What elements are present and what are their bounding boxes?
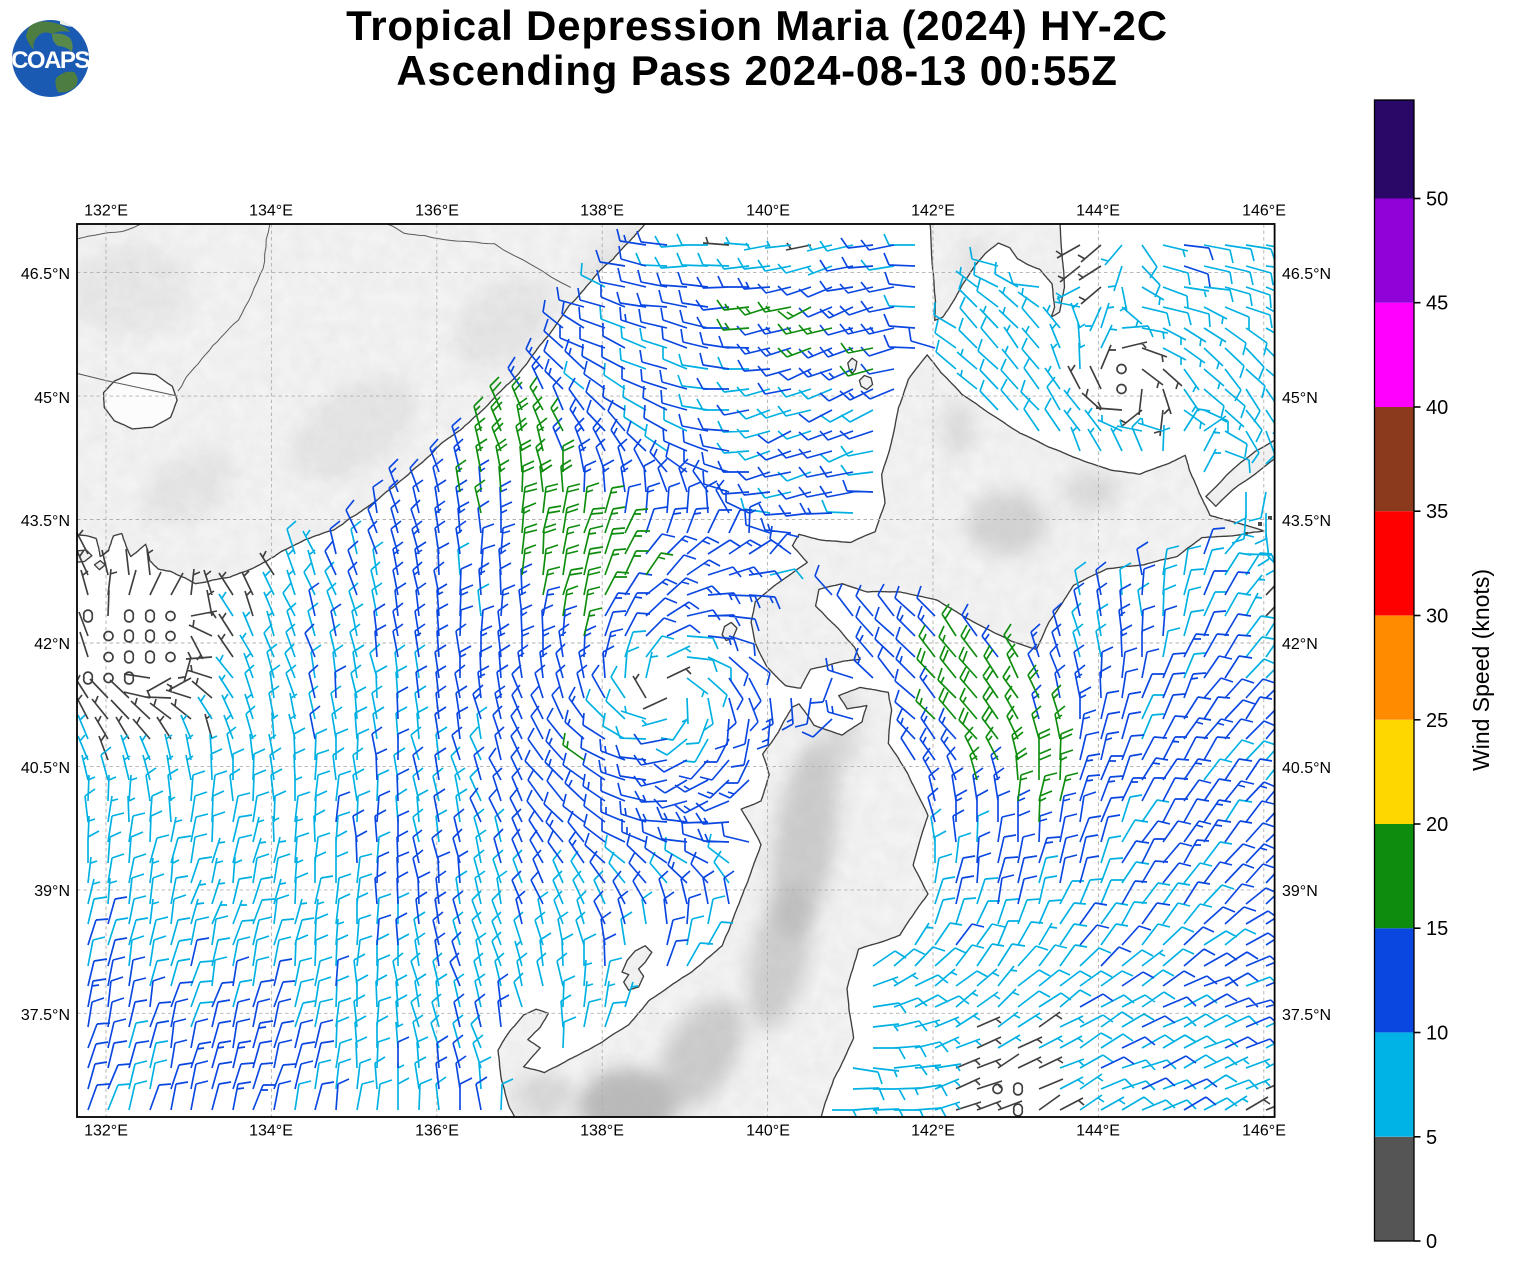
svg-text:140°E: 140°E bbox=[746, 1123, 790, 1140]
svg-text:0: 0 bbox=[1426, 1231, 1437, 1253]
svg-text:5: 5 bbox=[1426, 1127, 1437, 1149]
svg-text:30: 30 bbox=[1426, 606, 1448, 628]
svg-text:COAPS: COAPS bbox=[11, 47, 90, 74]
svg-text:42°N: 42°N bbox=[34, 636, 70, 653]
svg-text:37.5°N: 37.5°N bbox=[1282, 1007, 1331, 1024]
svg-text:138°E: 138°E bbox=[580, 203, 624, 220]
svg-text:144°E: 144°E bbox=[1076, 1123, 1120, 1140]
svg-text:Wind Speed (knots): Wind Speed (knots) bbox=[1468, 569, 1494, 771]
svg-text:43.5°N: 43.5°N bbox=[1282, 513, 1331, 530]
svg-text:136°E: 136°E bbox=[415, 203, 459, 220]
svg-text:Ascending Pass 2024-08-13 00:5: Ascending Pass 2024-08-13 00:55Z bbox=[396, 47, 1117, 94]
svg-text:40.5°N: 40.5°N bbox=[21, 760, 70, 777]
svg-text:15: 15 bbox=[1426, 918, 1448, 940]
svg-text:40: 40 bbox=[1426, 397, 1448, 419]
svg-text:43.5°N: 43.5°N bbox=[21, 513, 70, 530]
svg-text:144°E: 144°E bbox=[1076, 203, 1120, 220]
svg-text:146°E: 146°E bbox=[1242, 1123, 1286, 1140]
svg-text:134°E: 134°E bbox=[249, 1123, 293, 1140]
svg-text:45: 45 bbox=[1426, 293, 1448, 315]
svg-text:50: 50 bbox=[1426, 189, 1448, 211]
svg-text:35: 35 bbox=[1426, 501, 1448, 523]
svg-text:140°E: 140°E bbox=[746, 203, 790, 220]
svg-text:132°E: 132°E bbox=[84, 1123, 128, 1140]
svg-text:46.5°N: 46.5°N bbox=[21, 266, 70, 283]
svg-text:45°N: 45°N bbox=[1282, 390, 1318, 407]
svg-text:10: 10 bbox=[1426, 1023, 1448, 1045]
svg-text:39°N: 39°N bbox=[34, 883, 70, 900]
svg-text:134°E: 134°E bbox=[249, 203, 293, 220]
svg-text:25: 25 bbox=[1426, 710, 1448, 732]
svg-text:136°E: 136°E bbox=[415, 1123, 459, 1140]
svg-text:146°E: 146°E bbox=[1242, 203, 1286, 220]
svg-text:142°E: 142°E bbox=[911, 1123, 955, 1140]
svg-text:37.5°N: 37.5°N bbox=[21, 1007, 70, 1024]
svg-text:45°N: 45°N bbox=[34, 390, 70, 407]
svg-text:138°E: 138°E bbox=[580, 1123, 624, 1140]
svg-text:132°E: 132°E bbox=[84, 203, 128, 220]
svg-text:20: 20 bbox=[1426, 814, 1448, 836]
svg-text:Tropical Depression Maria (202: Tropical Depression Maria (2024) HY-2C bbox=[346, 2, 1168, 49]
svg-text:42°N: 42°N bbox=[1282, 636, 1318, 653]
svg-text:40.5°N: 40.5°N bbox=[1282, 760, 1331, 777]
svg-text:39°N: 39°N bbox=[1282, 883, 1318, 900]
svg-text:46.5°N: 46.5°N bbox=[1282, 266, 1331, 283]
svg-text:142°E: 142°E bbox=[911, 203, 955, 220]
